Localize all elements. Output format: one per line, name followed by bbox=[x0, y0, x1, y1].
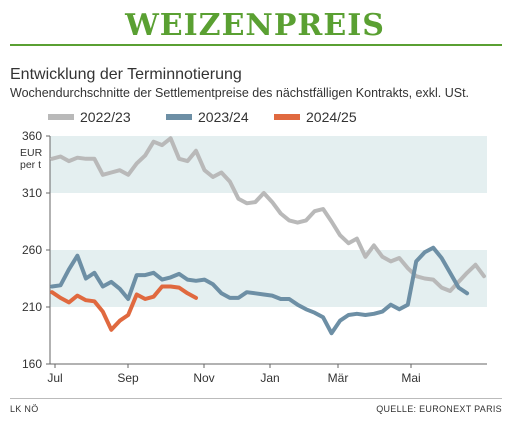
series-line-2023-24 bbox=[50, 245, 470, 336]
page-title: WEIZENPREIS bbox=[125, 8, 385, 43]
x-tick-label: Sep bbox=[117, 371, 139, 385]
legend-label: 2023/24 bbox=[198, 109, 249, 125]
x-tick-label: Nov bbox=[193, 371, 214, 385]
x-tick-label: Jul bbox=[47, 371, 62, 385]
y-tick-label: 210 bbox=[22, 300, 42, 314]
y-tick-label: 360 bbox=[22, 129, 42, 143]
y-tick-label: 310 bbox=[22, 186, 42, 200]
legend-label: 2024/25 bbox=[306, 109, 357, 125]
shaded-band-1 bbox=[50, 136, 487, 193]
legend-label: 2022/23 bbox=[80, 109, 131, 125]
footer-divider bbox=[10, 398, 502, 399]
y-unit-label: per t bbox=[20, 159, 41, 171]
chart-title: Entwicklung der Terminnotierung bbox=[10, 66, 242, 83]
x-tick-label: Mär bbox=[328, 371, 349, 385]
footer-publisher: LK NÖ bbox=[10, 404, 39, 414]
y-unit-label: EUR bbox=[20, 147, 43, 159]
x-tick-label: Jan bbox=[260, 371, 279, 385]
y-tick-label: 160 bbox=[22, 357, 42, 371]
y-tick-label: 260 bbox=[22, 243, 42, 257]
series-line-2024-25 bbox=[50, 284, 198, 332]
chart-subtitle: Wochendurchschnitte der Settlementpreise… bbox=[10, 86, 470, 100]
x-tick-label: Mai bbox=[401, 371, 420, 385]
series-line-2022-23 bbox=[50, 136, 486, 293]
footer-source: QUELLE: EURONEXT PARIS bbox=[376, 404, 502, 414]
title-divider bbox=[10, 44, 502, 46]
